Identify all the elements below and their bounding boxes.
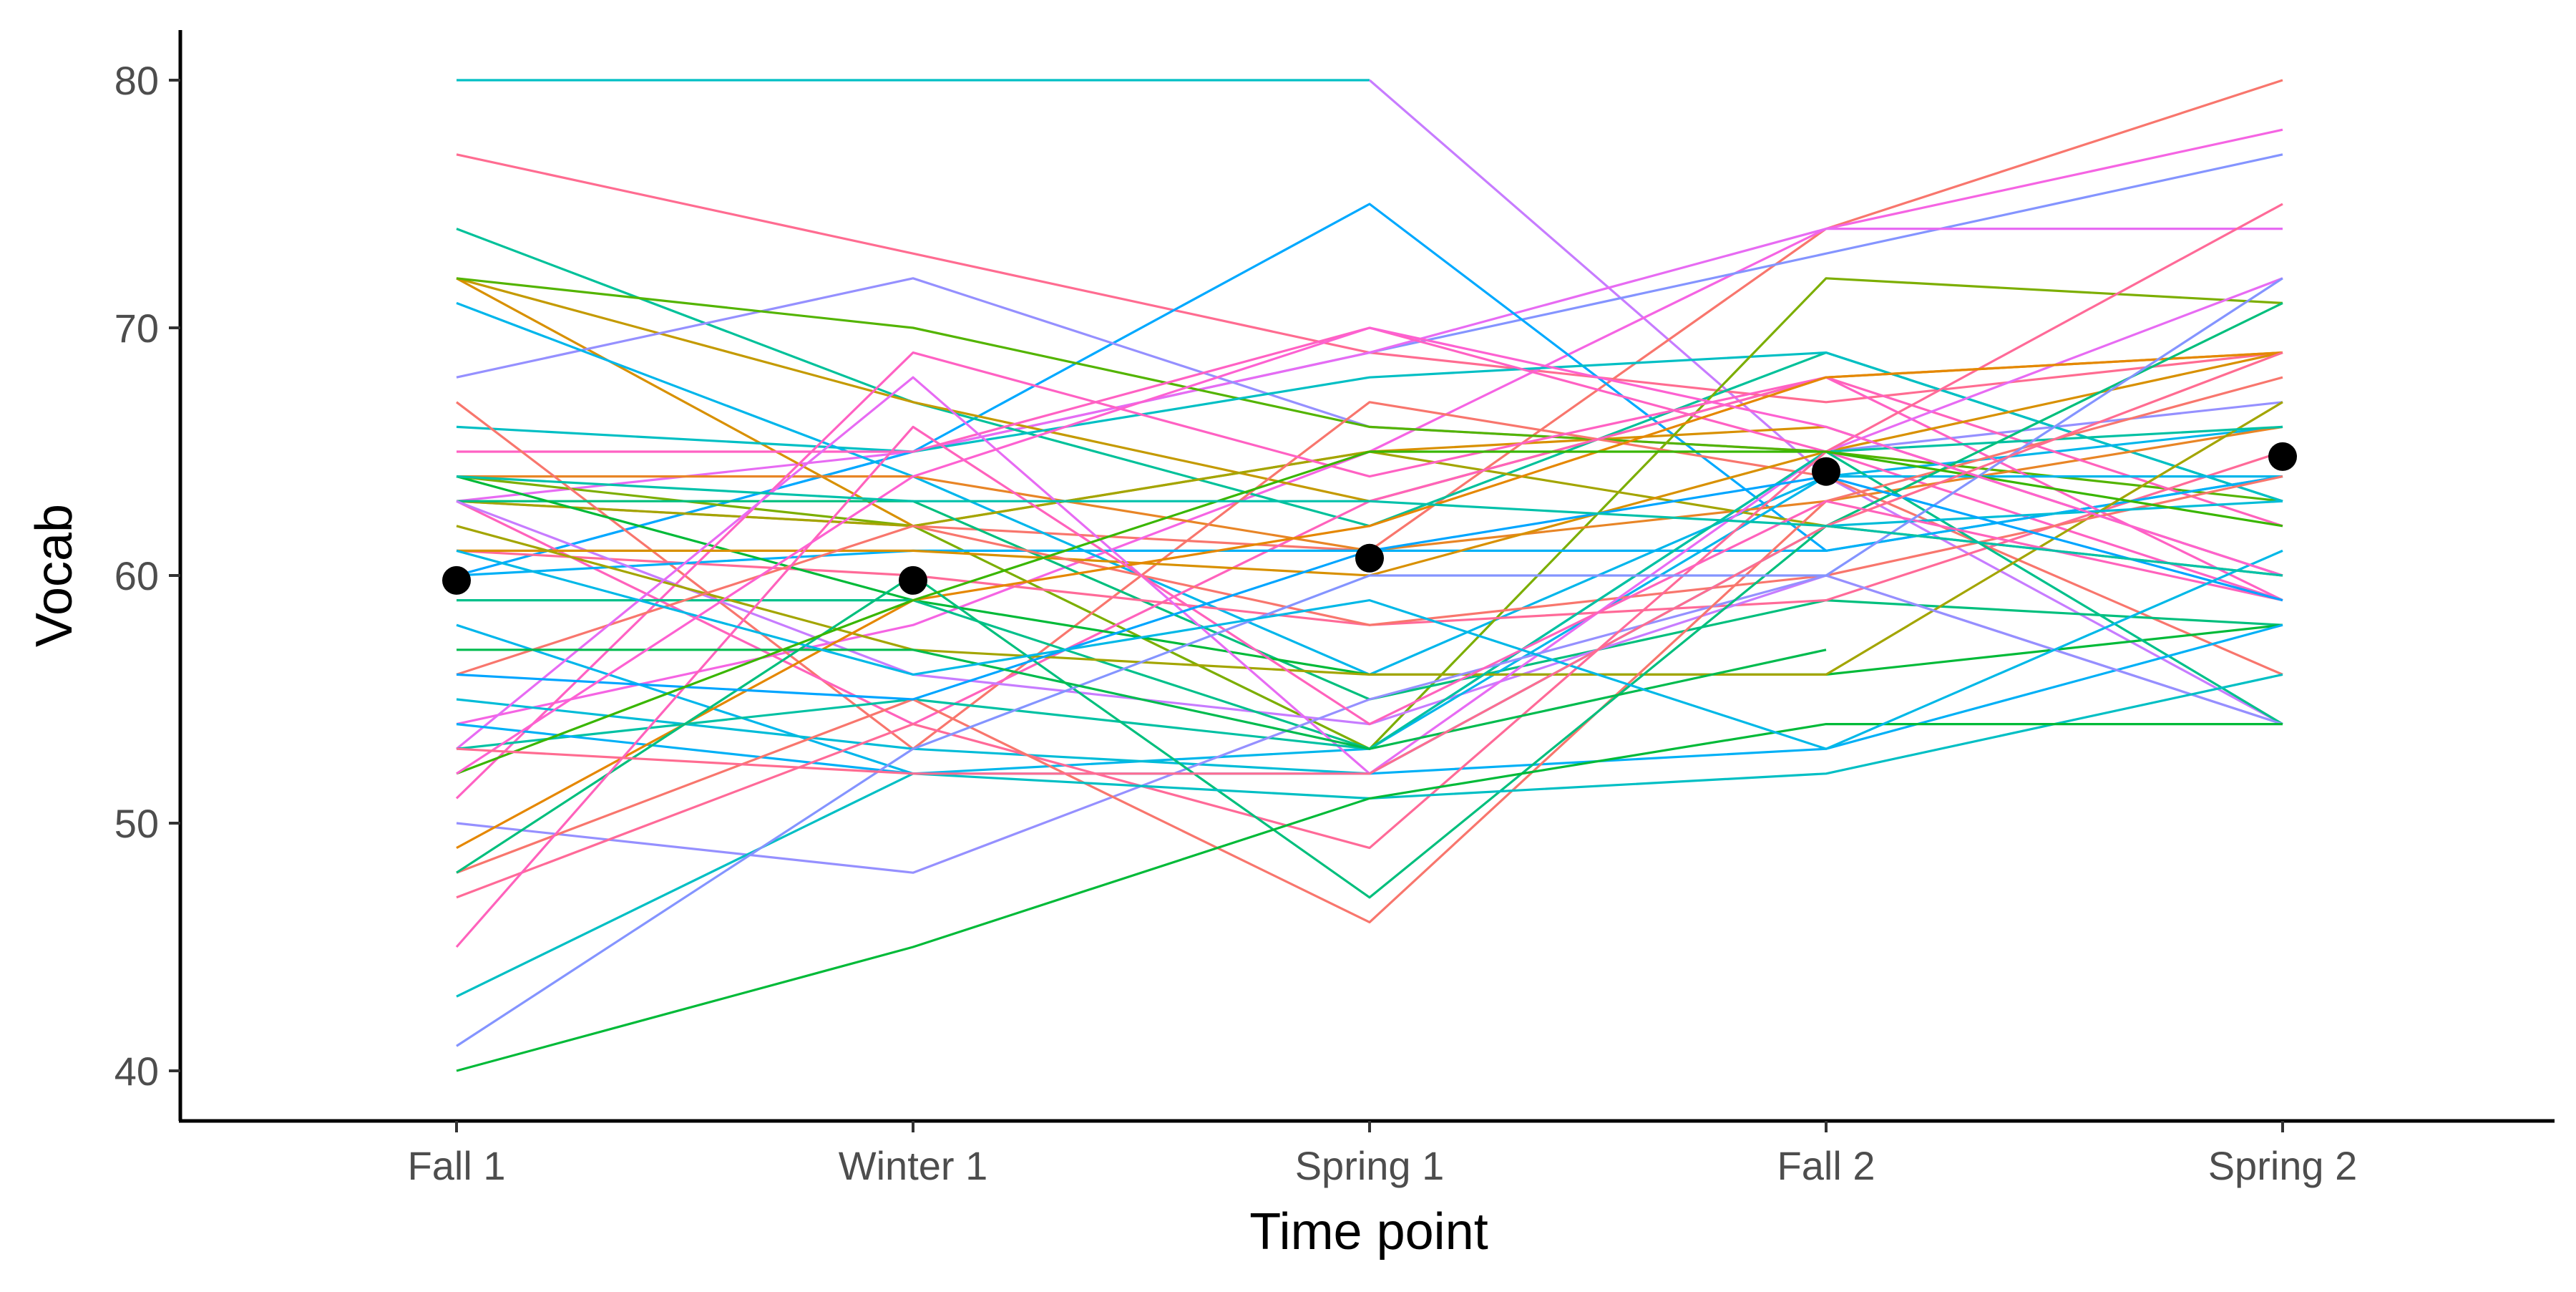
series-line-48 — [457, 650, 1826, 749]
mean-point-1 — [442, 566, 471, 595]
y-tick-label-50: 50 — [114, 801, 159, 846]
series-line-17 — [457, 278, 2283, 749]
series-line-45 — [457, 278, 2283, 1046]
series-line-47 — [457, 477, 2283, 699]
series-line-9 — [457, 204, 2283, 575]
x-tick-label-1: Fall 1 — [408, 1143, 506, 1188]
mean-point-3 — [1355, 544, 1384, 573]
mean-point-4 — [1812, 457, 1840, 486]
y-tick-label-40: 40 — [114, 1049, 159, 1094]
y-tick-label-80: 80 — [114, 58, 159, 103]
x-tick-label-5: Spring 2 — [2208, 1143, 2358, 1188]
series-line-8 — [457, 229, 2283, 502]
series-line-34 — [457, 501, 2283, 774]
y-axis-title: Vocab — [26, 504, 83, 647]
x-tick-label-3: Spring 1 — [1295, 1143, 1445, 1188]
x-tick-label-2: Winter 1 — [839, 1143, 988, 1188]
y-tick-label-70: 70 — [114, 306, 159, 351]
series-layer — [457, 80, 2283, 1071]
mean-point-5 — [2268, 442, 2297, 471]
series-line-24 — [457, 452, 2283, 625]
series-line-7 — [457, 155, 2283, 575]
x-axis-ticks: Fall 1 Winter 1 Spring 1 Fall 2 Spring 2 — [408, 1121, 2358, 1188]
series-line-16 — [457, 303, 2283, 674]
series-line-30 — [457, 353, 2283, 575]
x-tick-label-4: Fall 2 — [1777, 1143, 1875, 1188]
series-line-5 — [457, 80, 2283, 550]
series-line-50 — [457, 452, 2283, 774]
x-axis-title: Time point — [1249, 1203, 1488, 1261]
y-tick-label-60: 60 — [114, 553, 159, 598]
series-line-26 — [457, 501, 2283, 724]
y-axis-ticks: 40 50 60 70 80 — [114, 58, 180, 1094]
series-line-4 — [457, 155, 2283, 402]
mean-point-2 — [899, 566, 927, 595]
